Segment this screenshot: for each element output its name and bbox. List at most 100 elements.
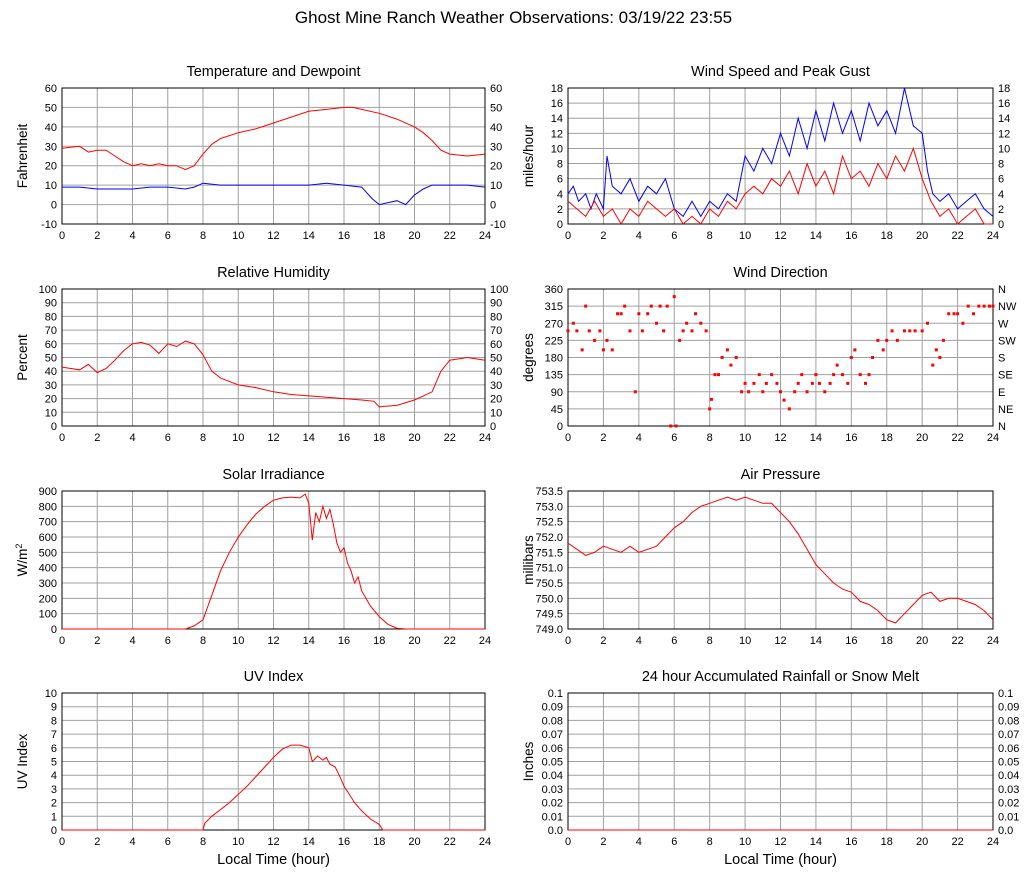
rain-right-tick-label: 0.08 <box>998 715 1019 727</box>
temperature-x-tick-label: 12 <box>267 230 279 242</box>
rain-x-tick-label: 20 <box>916 836 928 848</box>
wind-direction-point <box>925 321 929 325</box>
humidity-x-tick-label: 6 <box>165 432 171 444</box>
wind-direction-y-tick-label: 45 <box>551 404 563 416</box>
humidity-y-tick-label: 20 <box>45 394 57 406</box>
solar-x-tick-label: 0 <box>59 635 65 647</box>
temperature-series-line-0 <box>61 106 486 171</box>
rain-right-tick-label: 0.1 <box>998 688 1013 700</box>
wind-direction-point <box>575 329 579 333</box>
uv-x-tick-label: 2 <box>94 836 100 848</box>
uv-y-tick-label: 7 <box>51 729 57 741</box>
rain-y-tick-label: 0.06 <box>542 743 563 755</box>
uv-plot-frame <box>61 692 486 831</box>
wind-direction-y-tick-label: 225 <box>545 335 563 347</box>
wind-speed-y-tick-label: 14 <box>551 113 563 125</box>
rain-right-tick-label: 0.01 <box>998 811 1019 823</box>
temperature-y-tick-label: -10 <box>41 219 57 231</box>
wind-direction-point <box>672 295 676 299</box>
wind-direction-point <box>628 329 632 333</box>
wind-speed-x-tick-label: 16 <box>845 230 857 242</box>
uv-y-tick-label: 3 <box>51 784 57 796</box>
rain-x-tick-label: 18 <box>881 836 893 848</box>
wind-speed-right-tick-label: 4 <box>998 189 1004 201</box>
wind-speed-x-tick-label: 0 <box>565 230 571 242</box>
humidity-x-tick-label: 16 <box>338 432 350 444</box>
rain-right-tick-label: 0.05 <box>998 757 1019 769</box>
wind-speed-x-tick-label: 20 <box>916 230 928 242</box>
wind-speed-right-tick-label: 6 <box>998 174 1004 186</box>
wind-direction-point <box>913 329 917 333</box>
solar-x-tick-label: 12 <box>267 635 279 647</box>
wind-direction-point <box>823 390 827 394</box>
solar-x-tick-label: 10 <box>232 635 244 647</box>
wind-direction-point <box>805 390 809 394</box>
wind-direction-right-tick-label: S <box>998 353 1005 365</box>
rain-right-tick-label: 0.07 <box>998 729 1019 741</box>
wind-direction-point <box>708 407 712 411</box>
wind-direction-y-tick-label: 315 <box>545 301 563 313</box>
rain-x-tick-label: 8 <box>707 836 713 848</box>
wind-speed-y-tick-label: 0 <box>557 219 563 231</box>
wind-direction-point <box>598 329 602 333</box>
wind-speed-right-tick-label: 10 <box>998 143 1010 155</box>
wind-direction-point <box>655 321 659 325</box>
wind-direction-point <box>966 304 970 308</box>
wind-direction-point <box>840 373 844 377</box>
uv-x-tick-label: 8 <box>200 836 206 848</box>
wind-direction-point <box>782 398 786 402</box>
wind-direction-point <box>649 304 653 308</box>
wind-direction-y-tick-label: 135 <box>545 370 563 382</box>
uv-x-tick-label: 22 <box>444 836 456 848</box>
wind-direction-y-tick-label: 270 <box>545 318 563 330</box>
wind-direction-point <box>761 390 765 394</box>
wind-direction-point <box>828 381 832 385</box>
pressure-y-tick-label: 752.0 <box>535 532 563 544</box>
wind-speed-x-tick-label: 6 <box>671 230 677 242</box>
page-title: Ghost Mine Ranch Weather Observations: 0… <box>294 8 733 27</box>
rain-y-tick-label: 0.07 <box>542 729 563 741</box>
rain-y-tick-label: 0.01 <box>542 811 563 823</box>
pressure-x-tick-label: 22 <box>951 635 963 647</box>
solar-x-tick-label: 4 <box>129 635 135 647</box>
wind-direction-point <box>787 407 791 411</box>
humidity-y-tick-label: 80 <box>45 311 57 323</box>
uv-x-tick-label: 10 <box>232 836 244 848</box>
wind-direction-point <box>977 304 981 308</box>
uv-y-tick-label: 8 <box>51 715 57 727</box>
solar-x-tick-label: 8 <box>200 635 206 647</box>
pressure-x-tick-label: 8 <box>707 635 713 647</box>
wind-direction-point <box>934 348 938 352</box>
temperature-x-tick-label: 4 <box>129 230 135 242</box>
wind-direction-point <box>593 338 597 342</box>
uv-y-axis-label: UV Index <box>15 733 30 789</box>
wind-direction-point <box>725 348 729 352</box>
wind-direction-point <box>658 304 662 308</box>
humidity-plot-frame <box>61 288 486 427</box>
wind-speed-y-tick-label: 12 <box>551 128 563 140</box>
pressure-x-tick-label: 18 <box>881 635 893 647</box>
wind-direction-point <box>740 390 744 394</box>
temperature-chart-title: Temperature and Dewpoint <box>186 64 360 80</box>
pressure-y-tick-label: 749.0 <box>535 624 563 636</box>
humidity-right-tick-label: 90 <box>490 298 502 310</box>
wind-speed-x-tick-label: 8 <box>707 230 713 242</box>
temperature-y-tick-label: 50 <box>45 102 57 114</box>
wind-direction-right-tick-label: N <box>998 284 1006 296</box>
wind-direction-chart-title: Wind Direction <box>733 265 827 281</box>
temperature-y-axis-label: Fahrenheit <box>15 123 30 188</box>
rain-y-tick-label: 0.08 <box>542 715 563 727</box>
temperature-x-tick-label: 22 <box>444 230 456 242</box>
wind-speed-y-tick-label: 4 <box>557 189 563 201</box>
temperature-right-tick-label: 60 <box>490 83 502 95</box>
wind-direction-x-tick-label: 22 <box>951 432 963 444</box>
wind-direction-point <box>908 329 912 333</box>
solar-y-tick-label: 700 <box>39 517 57 529</box>
wind-direction-point <box>835 363 839 367</box>
wind-direction-point <box>796 381 800 385</box>
wind-direction-point <box>729 363 733 367</box>
temperature-x-tick-label: 8 <box>200 230 206 242</box>
uv-x-axis-label: Local Time (hour) <box>217 852 330 868</box>
wind-direction-point <box>743 381 747 385</box>
humidity-x-tick-label: 8 <box>200 432 206 444</box>
